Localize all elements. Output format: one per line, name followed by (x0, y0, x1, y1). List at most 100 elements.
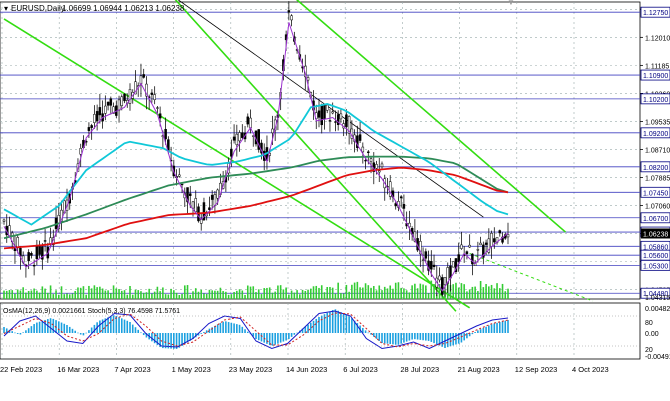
candle-body (441, 277, 444, 295)
date-tick-label: 21 Aug 2023 (458, 365, 500, 374)
osma-histogram-bar (5, 328, 8, 333)
candle-body (421, 259, 425, 261)
candle-body (241, 132, 244, 138)
osma-histogram-bar (11, 331, 14, 333)
chart-shift-marker-icon: ▼ (507, 0, 515, 7)
osma-histogram-bar (285, 333, 287, 341)
trend-line (295, 0, 567, 233)
volume-bar (27, 290, 30, 299)
osma-histogram-bar (44, 319, 46, 333)
price-level-label: 1.07450 (643, 190, 668, 197)
ohlc-readout: 1.06699 1.06944 1.06213 1.06238 (62, 4, 185, 13)
candle-body (98, 107, 102, 116)
candle-body (460, 244, 463, 249)
osma-histogram-bar (496, 322, 498, 333)
osma-histogram-bar (257, 333, 260, 341)
volume-bar (88, 285, 90, 299)
volume-bar (115, 288, 118, 299)
volume-bar (162, 287, 164, 299)
volume-bar (181, 294, 183, 299)
stochastic-main-line (3, 310, 509, 350)
volume-bar (296, 290, 298, 299)
osma-histogram-bar (411, 333, 413, 340)
osma-histogram-bar (449, 333, 452, 347)
volume-bar (238, 289, 241, 299)
volume-bar (16, 289, 19, 299)
osma-histogram-bar (389, 333, 392, 345)
candle-body (408, 222, 411, 228)
osma-histogram-bar (183, 333, 186, 345)
volume-bar (208, 289, 211, 299)
volume-bar (408, 292, 411, 299)
candle-body (364, 159, 367, 162)
volume-bar (449, 285, 452, 299)
volume-bar (268, 287, 271, 299)
candle-body (271, 128, 274, 134)
candle-body (180, 183, 184, 186)
volume-bar (471, 286, 474, 299)
volume-bar (214, 290, 216, 299)
candle-body (32, 264, 36, 267)
volume-bar (200, 289, 203, 299)
volume-bar (22, 287, 24, 299)
volume-bar (383, 286, 386, 299)
volume-bar (279, 285, 282, 299)
osma-histogram-bar (323, 314, 326, 333)
volume-bar (255, 292, 257, 299)
volume-bar (277, 285, 279, 299)
volume-bar (227, 294, 230, 299)
candle-body (210, 194, 214, 200)
price-level-label: 1.05300 (643, 263, 668, 270)
osma-histogram-bar (307, 324, 309, 333)
volume-bar (257, 289, 260, 299)
volume-bar (156, 286, 159, 299)
candle-body (479, 242, 482, 246)
osma-histogram-bar (129, 322, 131, 333)
volume-bar (463, 284, 465, 299)
volume-bar (427, 293, 430, 299)
volume-bar (435, 294, 438, 299)
volume-bar (372, 286, 375, 299)
volume-bar (498, 288, 501, 299)
osma-histogram-bar (504, 320, 507, 333)
osma-histogram-bar (326, 312, 329, 333)
volume-bar (25, 292, 27, 299)
volume-bar (477, 291, 479, 299)
osma-histogram-bar (485, 326, 487, 333)
price-tick-label: 1.07885 (645, 176, 670, 183)
candle-body (446, 267, 449, 284)
volume-bar (315, 285, 318, 299)
osma-histogram-bar (271, 333, 274, 346)
osma-histogram-bar (145, 333, 148, 338)
osma-histogram-bar (367, 332, 370, 334)
candle-body (104, 105, 107, 114)
osma-histogram-bar (194, 333, 197, 338)
osma-histogram-bar (30, 326, 33, 333)
osma-histogram-bar (293, 333, 296, 335)
volume-bar (252, 286, 255, 299)
candle-body (134, 81, 137, 95)
price-level-label: 1.09200 (643, 131, 668, 138)
candle-body (339, 113, 343, 120)
osma-histogram-bar (25, 330, 27, 333)
candle-body (325, 104, 329, 111)
osma-histogram-bar (99, 320, 101, 333)
volume-bar (370, 287, 372, 299)
volume-bar (203, 293, 205, 299)
candle-body (380, 163, 384, 168)
candle-body (347, 116, 351, 134)
osma-histogram-bar (463, 333, 465, 341)
candle-body (394, 203, 397, 207)
candle-body (336, 114, 340, 125)
osma-histogram-bar (181, 333, 183, 346)
osma-histogram-bar (392, 333, 394, 345)
osma-histogram-bar (375, 333, 378, 339)
osma-histogram-bar (101, 319, 104, 333)
volume-bar (485, 284, 487, 299)
volume-bar (233, 291, 235, 299)
osma-histogram-bar (433, 333, 435, 344)
symbol-marker-icon: ▾ (4, 4, 8, 13)
osma-histogram-bar (120, 318, 123, 333)
osma-histogram-bar (356, 323, 359, 333)
osma-histogram-bar (372, 333, 375, 337)
